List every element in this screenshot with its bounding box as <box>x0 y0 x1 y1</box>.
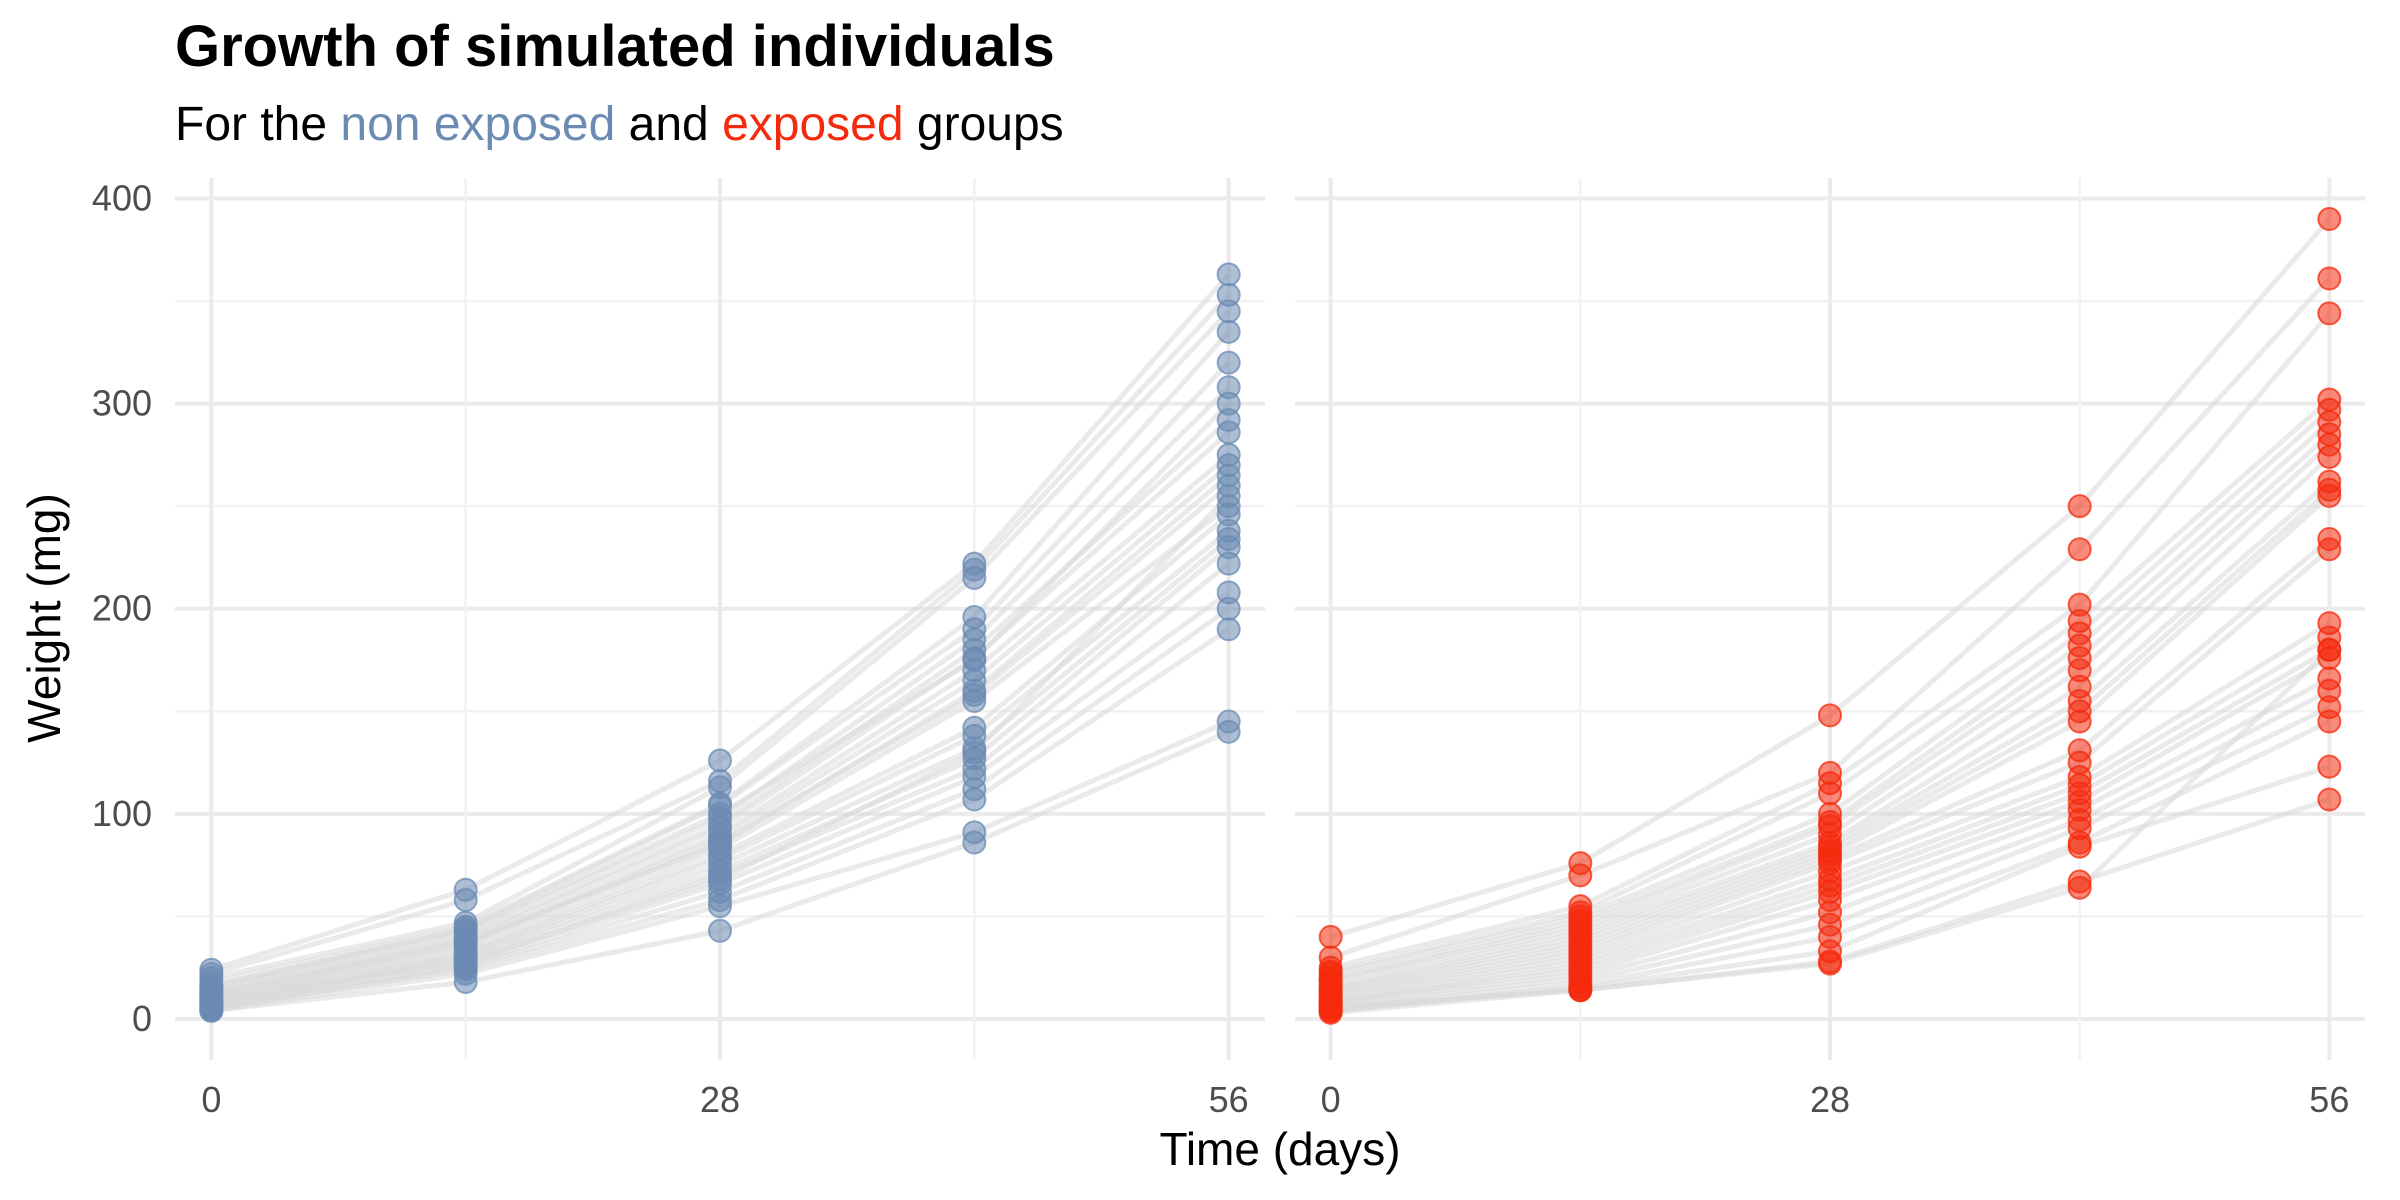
data-point <box>2317 709 2342 734</box>
data-point <box>708 894 732 919</box>
x-tick-label: 56 <box>2309 1079 2349 1120</box>
data-point <box>453 888 478 913</box>
subtitle-group-non-exposed: non exposed <box>340 98 615 151</box>
data-point <box>1216 596 1241 621</box>
data-point <box>1216 391 1241 416</box>
data-point <box>1216 420 1241 445</box>
data-point <box>1568 863 1593 888</box>
data-point <box>453 970 478 995</box>
chart-subtitle: For the non exposed and exposed groups <box>175 98 1064 151</box>
data-point <box>962 678 987 703</box>
data-point <box>1216 262 1241 287</box>
y-tick-label: 200 <box>92 588 152 629</box>
data-point <box>1216 483 1241 508</box>
y-tick-label: 100 <box>92 793 152 834</box>
plot-area: 0 100 200 300 400 0 28 56 0 28 56 <box>92 178 2365 1120</box>
subtitle-prefix: For the <box>175 98 340 151</box>
y-axis-title: Weight (mg) <box>18 493 70 743</box>
data-point <box>453 918 478 943</box>
x-tick-label: 0 <box>1321 1079 1341 1120</box>
x-tick-label: 0 <box>201 1079 221 1120</box>
data-point <box>708 918 732 943</box>
data-point <box>962 648 987 673</box>
x-tick-label: 28 <box>1810 1079 1850 1120</box>
data-point <box>1818 781 1842 806</box>
data-point <box>2067 494 2092 519</box>
data-point <box>2317 266 2342 291</box>
data-point <box>962 565 987 590</box>
subtitle-group-exposed: exposed <box>722 98 903 151</box>
data-point <box>1818 703 1842 728</box>
data-point <box>708 832 732 857</box>
data-point <box>2317 301 2342 326</box>
data-point <box>1216 551 1241 576</box>
data-point <box>1216 719 1241 744</box>
data-point <box>1216 350 1241 375</box>
data-point <box>2317 754 2342 779</box>
data-point <box>1216 463 1241 488</box>
x-tick-label: 56 <box>1209 1079 1249 1120</box>
data-point <box>2317 537 2342 562</box>
data-point <box>962 740 987 765</box>
data-point <box>1216 299 1241 324</box>
data-point <box>199 974 224 999</box>
data-point <box>2317 444 2342 469</box>
data-point <box>2067 834 2092 859</box>
data-point <box>1568 978 1593 1003</box>
data-point <box>962 830 987 855</box>
data-point <box>1216 319 1241 344</box>
data-point <box>708 748 732 773</box>
x-tick-label: 28 <box>700 1079 740 1120</box>
chart-title: Growth of simulated individuals <box>175 14 1055 79</box>
data-point <box>2067 709 2092 734</box>
data-point <box>1818 951 1842 976</box>
y-tick-label: 0 <box>132 998 152 1039</box>
data-point <box>453 949 478 974</box>
data-point <box>2317 483 2342 508</box>
x-axis-title: Time (days) <box>1159 1123 1400 1175</box>
data-point <box>962 787 987 812</box>
y-tick-label: 300 <box>92 383 152 424</box>
data-point <box>1318 924 1343 949</box>
data-point <box>1318 994 1343 1019</box>
data-point <box>708 801 732 826</box>
subtitle-middle: and <box>615 98 722 151</box>
data-point <box>2067 537 2092 562</box>
data-point <box>2317 207 2342 232</box>
subtitle-suffix: groups <box>904 98 1064 151</box>
data-point <box>1216 617 1241 642</box>
data-point <box>2317 637 2342 662</box>
data-point <box>2067 875 2092 900</box>
y-tick-label: 400 <box>92 178 152 219</box>
data-point <box>708 867 732 892</box>
data-point <box>2317 787 2342 812</box>
panel-non-exposed: 0 28 56 <box>175 178 1265 1120</box>
panel-exposed: 0 28 56 <box>1295 178 2365 1120</box>
